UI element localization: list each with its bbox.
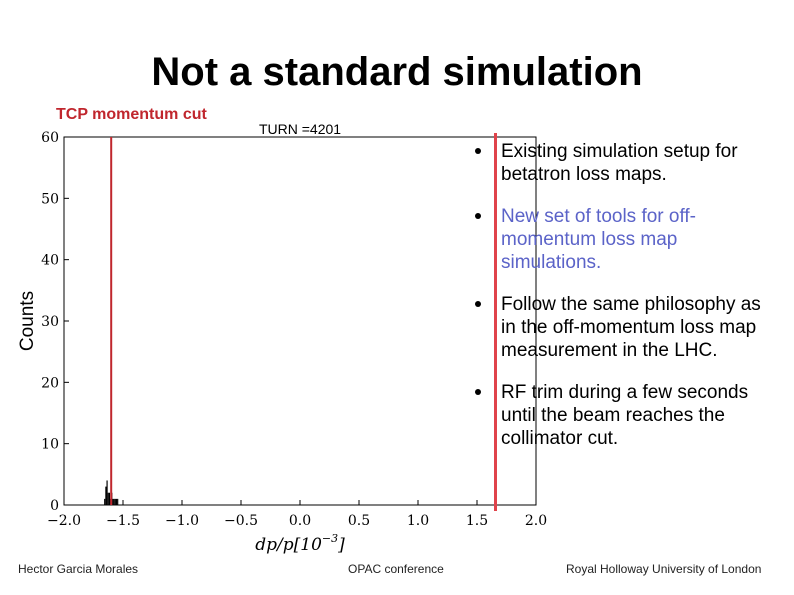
slide-subtitle: TCP momentum cut: [56, 106, 207, 123]
y-axis-label: Counts: [17, 291, 38, 351]
footer-affiliation: Royal Holloway University of London: [566, 562, 762, 576]
bullet-list: Existing simulation setup for betatron l…: [475, 140, 775, 469]
bullet-item: RF trim during a few seconds until the b…: [475, 381, 775, 450]
footer-author: Hector Garcia Morales: [18, 562, 139, 576]
y-tick-label: 20: [41, 375, 59, 391]
x-axis-label-exponent: −3: [322, 532, 338, 545]
x-axis-label: dp/p[10−3]: [255, 532, 345, 555]
red-vertical-bar: [494, 133, 497, 511]
bullet-item: Existing simulation setup for betatron l…: [475, 140, 775, 186]
histogram-bar: [115, 498, 118, 505]
bullet-dot-icon: [475, 389, 481, 395]
bullet-text: New set of tools for off-momentum loss m…: [501, 206, 697, 273]
plot-frame: [63, 136, 537, 506]
bullet-dot-icon: [475, 148, 481, 154]
x-tick-label: −1.5: [106, 513, 140, 529]
bullet-dot-icon: [475, 213, 481, 219]
histogram-bar: [105, 486, 107, 505]
histogram-bar: [107, 492, 109, 505]
histogram-bar: [114, 498, 116, 505]
bullet-text: Follow the same philosophy as in the off…: [501, 294, 761, 361]
y-tick-label: 10: [41, 437, 59, 453]
histogram-bar: [106, 480, 108, 505]
x-axis-ticks: −2.0 −1.5 −1.0 −0.5 0.0 0.5 1.0 1.5 2.0: [47, 500, 547, 529]
x-tick-label: −0.5: [224, 513, 258, 529]
y-tick-label: 0: [50, 498, 59, 514]
histogram-bar: [112, 498, 114, 505]
bullet-item: Follow the same philosophy as in the off…: [475, 293, 775, 362]
x-axis-label-main: dp/p[10: [255, 535, 322, 555]
histogram-bar: [113, 498, 115, 505]
histogram-bar: [117, 498, 119, 505]
x-tick-label: 2.0: [525, 513, 547, 529]
bullet-dot-icon: [475, 301, 481, 307]
y-tick-label: 50: [41, 191, 59, 207]
histogram-bar: [104, 498, 106, 505]
histogram-bar: [108, 492, 111, 505]
bullet-item: New set of tools for off-momentum loss m…: [475, 205, 775, 274]
chart-title: TURN =4201: [259, 121, 341, 137]
bullet-text: RF trim during a few seconds until the b…: [501, 382, 749, 449]
y-axis-ticks: 0 10 20 30 40 50 60: [41, 130, 69, 514]
x-tick-label: 1.5: [466, 513, 488, 529]
x-axis-label-close: ]: [337, 535, 345, 555]
y-tick-label: 60: [41, 130, 59, 146]
footer-event: OPAC conference: [348, 562, 444, 576]
x-tick-label: −1.0: [165, 513, 199, 529]
x-tick-label: −2.0: [47, 513, 81, 529]
x-tick-label: 0.5: [348, 513, 370, 529]
slide-title: Not a standard simulation: [151, 50, 643, 94]
y-tick-label: 40: [41, 253, 59, 269]
y-tick-label: 30: [41, 314, 59, 330]
bullet-text: Existing simulation setup for betatron l…: [501, 141, 738, 185]
x-tick-label: 1.0: [407, 513, 429, 529]
x-tick-label: 0.0: [289, 513, 311, 529]
